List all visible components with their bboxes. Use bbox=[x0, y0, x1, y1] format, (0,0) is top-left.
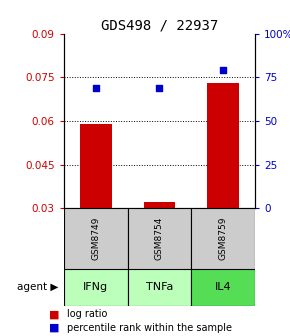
Text: TNFa: TNFa bbox=[146, 282, 173, 292]
Bar bbox=[80, 124, 112, 208]
Bar bbox=[191, 208, 255, 269]
Bar bbox=[128, 269, 191, 306]
Point bbox=[221, 68, 226, 73]
Text: GSM8759: GSM8759 bbox=[219, 217, 228, 260]
Title: GDS498 / 22937: GDS498 / 22937 bbox=[101, 18, 218, 33]
Text: log ratio: log ratio bbox=[67, 309, 107, 319]
Text: IFNg: IFNg bbox=[83, 282, 108, 292]
Text: IL4: IL4 bbox=[215, 282, 232, 292]
Text: agent ▶: agent ▶ bbox=[17, 282, 58, 292]
Text: ■: ■ bbox=[49, 309, 60, 319]
Bar bbox=[207, 83, 239, 208]
Text: GSM8754: GSM8754 bbox=[155, 217, 164, 260]
Bar bbox=[144, 203, 175, 208]
Bar bbox=[128, 208, 191, 269]
Bar bbox=[191, 269, 255, 306]
Text: GSM8749: GSM8749 bbox=[91, 217, 100, 260]
Text: percentile rank within the sample: percentile rank within the sample bbox=[67, 323, 232, 333]
Bar bbox=[64, 208, 128, 269]
Point bbox=[157, 85, 162, 90]
Text: ■: ■ bbox=[49, 323, 60, 333]
Point bbox=[93, 85, 98, 90]
Bar bbox=[64, 269, 128, 306]
